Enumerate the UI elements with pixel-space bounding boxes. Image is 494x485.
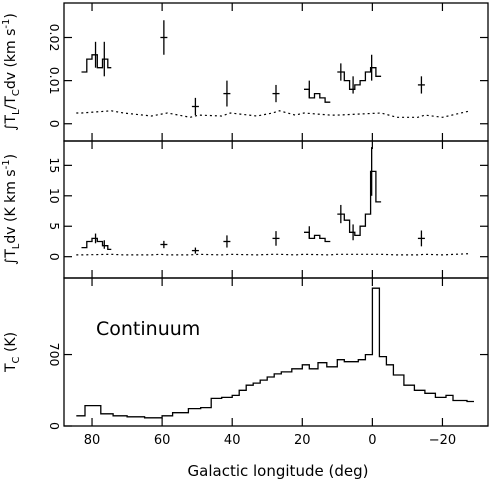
y-axis-label-part: -1 — [1, 19, 12, 29]
step-series-segment — [304, 88, 331, 103]
step-series-segment — [337, 170, 382, 237]
step-series-segment — [337, 67, 382, 90]
y-tick-label: 0 — [47, 422, 62, 430]
x-tick-label: 40 — [224, 433, 241, 448]
y-axis-label: ∫TLdv (K km s-1) — [1, 154, 22, 265]
y-axis-label-part: dv (K km s — [3, 169, 19, 243]
y-axis-label-part: dv (km s — [3, 29, 19, 90]
y-axis-label-part: C — [11, 356, 22, 363]
bottom-panel: 0 700 TC (K) Continuum — [3, 277, 489, 430]
y-axis-label-part: -1 — [1, 159, 12, 169]
y-axis-label: ∫TL/TCdv (km s-1) — [1, 13, 22, 131]
x-axis-label: Galactic longitude (deg) — [188, 462, 369, 480]
continuum-step-series — [76, 287, 474, 419]
plot-frame — [63, 2, 489, 142]
continuum-annotation: Continuum — [96, 318, 200, 340]
y-tick-label: 0.01 — [47, 67, 62, 95]
step-series-segment — [81, 54, 112, 73]
plot-frame — [63, 277, 489, 427]
x-tick-label: 80 — [84, 433, 101, 448]
y-tick-label: 0 — [47, 120, 62, 128]
middle-panel: 0 5 10 15 ∫TLdv (K km s-1) — [1, 140, 489, 279]
y-tick-label: 0 — [47, 253, 62, 261]
y-axis-label-part: (K) — [3, 332, 19, 357]
y-axis-label-part: L — [11, 109, 22, 115]
step-series-segment — [304, 231, 331, 243]
top-panel: 0 0.01 0.02 ∫TL/TCdv (km s-1) — [1, 2, 489, 142]
y-axis-label-part: ∫T — [3, 115, 19, 131]
y-tick-label: 10 — [47, 188, 62, 204]
y-axis-label-part: ) — [3, 13, 19, 18]
x-axis: 80 60 40 20 0 −20 — [84, 433, 456, 448]
y-axis-label-part: ) — [3, 154, 19, 159]
y-tick-label: 700 — [47, 343, 62, 367]
x-tick-label: 60 — [154, 433, 171, 448]
y-axis-label-part: ∫T — [3, 249, 19, 265]
y-axis-label-part: T — [3, 363, 19, 373]
y-axis-label: TC (K) — [3, 332, 22, 373]
x-tick-label: 20 — [294, 433, 311, 448]
y-tick-label: 0.02 — [47, 24, 62, 52]
y-tick-label: 5 — [47, 222, 62, 230]
y-tick-label: 15 — [47, 157, 62, 173]
x-tick-label: 0 — [368, 433, 376, 448]
dotted-upper-limit-series — [76, 253, 471, 256]
plot-frame — [63, 140, 489, 279]
y-axis-label-part: C — [11, 89, 22, 96]
dotted-upper-limit-series — [76, 110, 471, 118]
y-axis-label-part: L — [11, 243, 22, 249]
y-axis-label-part: /T — [3, 96, 19, 110]
step-series-segment — [81, 237, 112, 251]
x-tick-label: −20 — [429, 433, 456, 448]
